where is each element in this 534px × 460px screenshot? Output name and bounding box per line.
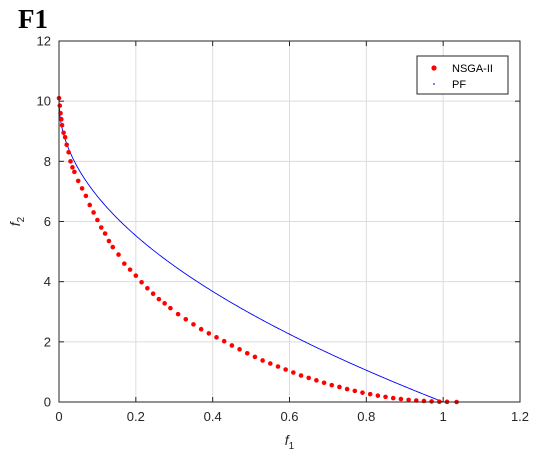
nsga-point [344,386,350,392]
nsga-point [83,193,89,199]
svg-text:f2: f2 [7,216,27,226]
y-axis-label-sub: 2 [16,216,27,222]
nsga-point [390,395,396,401]
ticks-layer: 0 0.2 0.4 0.6 0.8 1 1.2 0 2 4 6 8 10 12 [37,34,530,425]
nsga-point [68,159,73,164]
x-axis-label: f1 [285,432,295,452]
nsga-point [168,305,173,311]
x-tick-label: 0.4 [204,409,222,424]
pf-curve [58,101,444,403]
legend-label-pf: PF [452,79,466,91]
y-tick-label: 12 [37,34,51,49]
nsga-point [306,375,312,381]
grid-layer [59,41,520,402]
y-tick-label: 6 [44,214,51,229]
nsga-point [98,225,104,230]
nsga-point [244,350,250,356]
legend: NSGA-II PF [416,55,509,95]
nsga-point [61,130,66,136]
nsga-point [122,261,127,266]
nsga-point [139,279,144,285]
nsga-point [72,169,77,175]
nsga-point [283,367,288,372]
nsga-point [252,354,258,360]
nsga-point [116,252,121,257]
nsga-point [198,326,204,332]
x-tick-label: 0.8 [357,409,375,424]
nsga-point [291,370,296,375]
legend-marker-nsga [431,65,437,71]
nsga-point [191,322,196,327]
nsga-point [421,398,427,404]
nsga-point [429,399,434,404]
y-axis-label-main: f [7,220,23,226]
nsga-point [75,178,81,184]
nsga-point [102,231,108,236]
svg-text:f1: f1 [285,432,295,452]
nsga-point [156,296,162,302]
nsga-point [229,343,235,348]
nsga-point [175,311,181,317]
nsga-point [66,150,71,155]
nsga-points-layer [56,95,459,405]
nsga-point [183,316,189,322]
y-tick-label: 10 [37,94,51,109]
nsga-point [375,393,381,398]
y-tick-label: 8 [44,154,51,169]
x-axis-label-main: f [285,432,291,448]
nsga-point [237,347,242,352]
nsga-point [314,378,319,383]
legend-box [416,55,509,95]
nsga-point [127,267,133,272]
nsga-point [360,390,365,395]
nsga-point [150,291,156,297]
pareto-front-layer [58,101,444,403]
nsga-point [352,388,358,394]
nsga-point [337,384,342,390]
nsga-point [87,202,93,208]
nsga-point [214,335,219,340]
nsga-point [64,142,69,148]
nsga-point [79,186,85,191]
x-tick-label: 0.6 [280,409,298,424]
nsga-point [59,122,65,128]
nsga-point [367,391,373,397]
nsga-point [91,210,96,215]
page-title: F1 [18,4,48,34]
nsga-point [383,394,388,400]
x-tick-label: 1 [440,409,447,424]
nsga-point [267,361,273,366]
y-axis-label: f2 [7,216,27,226]
x-axis-label-sub: 1 [289,441,295,452]
x-tick-label: 0 [55,409,62,424]
nsga-point [110,244,116,250]
nsga-point [106,238,112,244]
nsga-point [298,373,304,378]
x-tick-label: 1.2 [511,409,529,424]
y-tick-label: 2 [44,334,51,349]
nsga-point [260,358,265,363]
y-tick-label: 0 [44,395,51,410]
nsga-point [206,331,212,336]
y-tick-label: 4 [44,274,51,289]
nsga-point [59,116,64,122]
nsga-point [162,301,167,306]
nsga-point [133,273,139,278]
nsga-point [406,397,411,403]
nsga-point [95,217,100,223]
nsga-point [398,396,404,402]
nsga-point [275,364,281,369]
nsga-point [221,338,227,344]
nsga-point [321,380,327,386]
nsga-point [57,103,63,108]
x-tick-label: 0.2 [127,409,145,424]
nsga-point [62,134,68,140]
nsga-point [145,285,150,291]
nsga-point [70,165,75,170]
nsga-point [329,382,335,388]
legend-label-nsga: NSGA-II [452,63,493,75]
